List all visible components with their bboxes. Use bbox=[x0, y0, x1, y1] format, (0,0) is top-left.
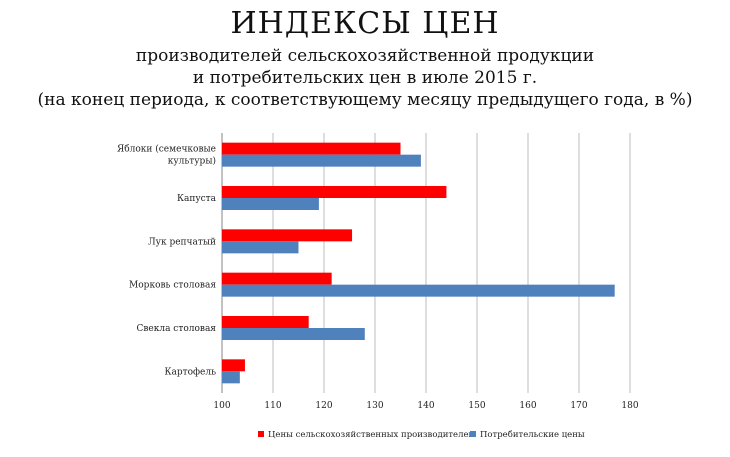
chart-title: ИНДЕКСЫ ЦЕН bbox=[230, 6, 500, 41]
x-tick-label: 110 bbox=[264, 401, 281, 411]
x-tick-label: 150 bbox=[468, 401, 485, 411]
bar-series-2 bbox=[222, 241, 299, 254]
chart-subtitle-line-3: (на конец периода, к соответствующему ме… bbox=[37, 90, 693, 110]
bar-series-2 bbox=[222, 371, 240, 384]
bar-series-1 bbox=[222, 229, 353, 242]
bar-series-1 bbox=[222, 142, 401, 155]
legend-label-1: Цены сельскохозяйственных производителей bbox=[268, 430, 475, 440]
category-label: Картофель bbox=[165, 367, 217, 377]
legend-label-2: Потребительские цены bbox=[480, 429, 585, 440]
x-tick-label: 170 bbox=[570, 401, 587, 411]
x-tick-label: 130 bbox=[366, 401, 383, 411]
legend-swatch-1 bbox=[258, 431, 264, 437]
bar-series-1 bbox=[222, 272, 332, 285]
category-label: Лук репчатый bbox=[148, 237, 216, 247]
x-tick-label: 120 bbox=[315, 401, 332, 411]
legend-swatch-2 bbox=[470, 431, 476, 437]
category-label: Яблоки (семечковые bbox=[117, 144, 216, 155]
category-label: Морковь столовая bbox=[129, 281, 216, 291]
category-label: Свекла столовая bbox=[136, 324, 216, 334]
x-tick-label: 160 bbox=[519, 401, 536, 411]
x-tick-label: 100 bbox=[213, 401, 230, 411]
bar-series-1 bbox=[222, 316, 309, 328]
x-tick-label: 140 bbox=[417, 401, 434, 411]
category-label: Капуста bbox=[177, 194, 217, 204]
bar-series-2 bbox=[222, 284, 615, 297]
bar-series-2 bbox=[222, 154, 421, 167]
bar-series-1 bbox=[222, 359, 245, 372]
category-label: культуры) bbox=[168, 156, 216, 167]
bar-series-1 bbox=[222, 186, 447, 198]
x-tick-label: 180 bbox=[621, 401, 638, 411]
chart-subtitle-line-1: производителей сельскохозяйственной прод… bbox=[135, 46, 595, 66]
chart-subtitle-line-2: и потребительских цен в июле 2015 г. bbox=[192, 68, 538, 88]
bar-series-2 bbox=[222, 198, 319, 210]
bar-series-2 bbox=[222, 328, 365, 340]
